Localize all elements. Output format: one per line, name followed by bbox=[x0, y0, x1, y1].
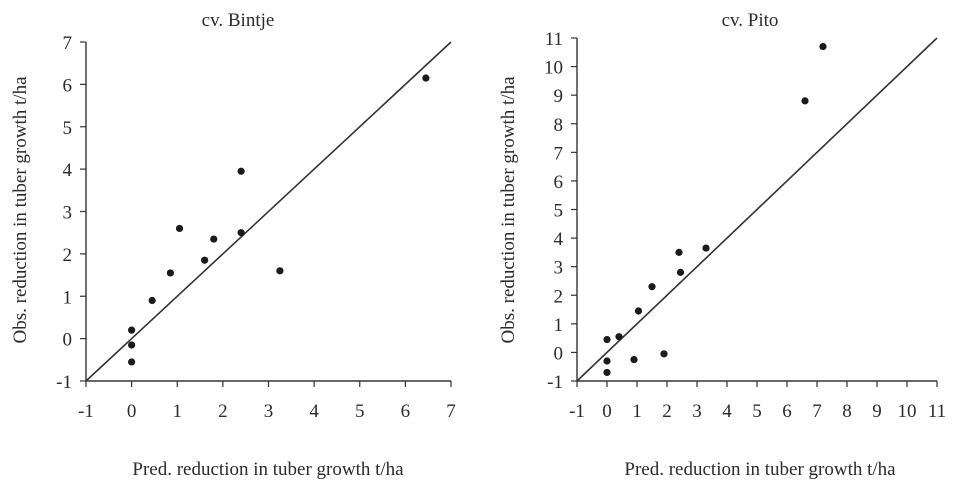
data-point bbox=[128, 358, 136, 366]
y-tick-label: 5 bbox=[554, 201, 564, 222]
data-point bbox=[201, 256, 209, 264]
y-tick-label: 0 bbox=[554, 343, 564, 364]
y-tick-label: 4 bbox=[554, 229, 564, 250]
data-point bbox=[648, 283, 656, 291]
x-tick-label: 2 bbox=[218, 401, 228, 422]
panel-title: cv. Pito bbox=[722, 10, 779, 31]
data-point bbox=[801, 97, 809, 105]
x-tick-label: 4 bbox=[309, 401, 319, 422]
y-tick-label: 2 bbox=[554, 286, 564, 307]
data-point bbox=[676, 268, 685, 276]
marks-group bbox=[576, 37, 938, 382]
panel-bintje: cv. Bintje Pred. reduction in tuber grow… bbox=[10, 10, 456, 480]
x-tick-label: 4 bbox=[722, 401, 732, 422]
x-tick-label: 6 bbox=[782, 401, 792, 422]
y-tick-label: 10 bbox=[544, 58, 563, 79]
y-tick-label: 2 bbox=[63, 245, 73, 266]
y-tick-label: 1 bbox=[554, 315, 564, 336]
x-tick-label: 6 bbox=[401, 401, 411, 422]
data-point bbox=[175, 224, 184, 233]
y-tick-label: 3 bbox=[554, 258, 564, 279]
x-tick-label: 3 bbox=[264, 401, 274, 422]
y-tick-label: 9 bbox=[554, 86, 564, 107]
x-tick-label: 7 bbox=[446, 401, 456, 422]
data-point bbox=[660, 350, 668, 358]
x-tick-label: 2 bbox=[662, 401, 672, 422]
y-tick-label: 4 bbox=[63, 160, 73, 181]
one-to-one-line bbox=[85, 41, 452, 382]
x-axis-label: Pred. reduction in tuber growth t/ha bbox=[132, 459, 404, 480]
y-tick-label: 6 bbox=[554, 172, 564, 193]
x-tick-label: 5 bbox=[355, 401, 365, 422]
data-point bbox=[615, 333, 623, 341]
data-point bbox=[148, 296, 156, 305]
y-tick-label: 7 bbox=[63, 33, 73, 54]
x-tick-label: 3 bbox=[692, 401, 702, 422]
y-tick-label: 7 bbox=[554, 143, 564, 164]
data-point bbox=[702, 244, 710, 252]
x-tick-label: -1 bbox=[569, 401, 585, 422]
data-point bbox=[210, 235, 218, 243]
x-tick-label: 8 bbox=[842, 401, 852, 422]
x-tick-label: -1 bbox=[78, 401, 94, 422]
x-tick-label: 11 bbox=[928, 401, 946, 422]
x-tick-label: 10 bbox=[898, 401, 917, 422]
data-point bbox=[630, 355, 638, 364]
y-axis-label: Obs. reduction in tuber growth t/ha bbox=[498, 76, 519, 344]
x-axis-label: Pred. reduction in tuber growth t/ha bbox=[624, 459, 896, 480]
y-tick-label: -1 bbox=[547, 372, 563, 393]
data-point bbox=[603, 357, 611, 365]
y-tick-label: 5 bbox=[63, 118, 73, 139]
data-point bbox=[128, 326, 136, 334]
y-tick-label: 1 bbox=[63, 287, 73, 308]
data-point bbox=[422, 74, 430, 82]
panel-pito: cv. Pito Pred. reduction in tuber growth… bbox=[498, 10, 946, 480]
y-tick-label: 3 bbox=[63, 203, 73, 224]
marks-group bbox=[85, 41, 452, 382]
data-point bbox=[603, 335, 611, 344]
y-tick-label: 0 bbox=[63, 330, 73, 351]
y-tick-label: -1 bbox=[56, 372, 72, 393]
x-tick-label: 1 bbox=[173, 401, 183, 422]
data-point bbox=[603, 368, 611, 377]
tick-group: -1 0 1 2 3 4 5 6 7 -1 0 1 2 3 4 5 6 7 bbox=[56, 33, 456, 422]
data-point bbox=[237, 229, 245, 237]
x-tick-label: 0 bbox=[127, 401, 137, 422]
x-tick-label: 5 bbox=[752, 401, 762, 422]
y-tick-label: 8 bbox=[554, 115, 564, 136]
data-point bbox=[819, 42, 827, 51]
data-point bbox=[675, 248, 683, 256]
data-point bbox=[634, 307, 643, 315]
x-tick-label: 9 bbox=[872, 401, 882, 422]
one-to-one-line bbox=[576, 37, 938, 382]
y-axis-label: Obs. reduction in tuber growth t/ha bbox=[10, 76, 31, 344]
data-point bbox=[128, 341, 136, 349]
x-tick-label: 0 bbox=[602, 401, 612, 422]
data-point bbox=[166, 269, 175, 277]
y-tick-label: 6 bbox=[63, 75, 73, 96]
data-point bbox=[276, 267, 284, 275]
data-point bbox=[237, 167, 245, 175]
x-tick-label: 1 bbox=[632, 401, 642, 422]
panel-title: cv. Bintje bbox=[202, 10, 275, 31]
x-tick-label: 7 bbox=[812, 401, 822, 422]
y-tick-label: 11 bbox=[545, 29, 563, 50]
